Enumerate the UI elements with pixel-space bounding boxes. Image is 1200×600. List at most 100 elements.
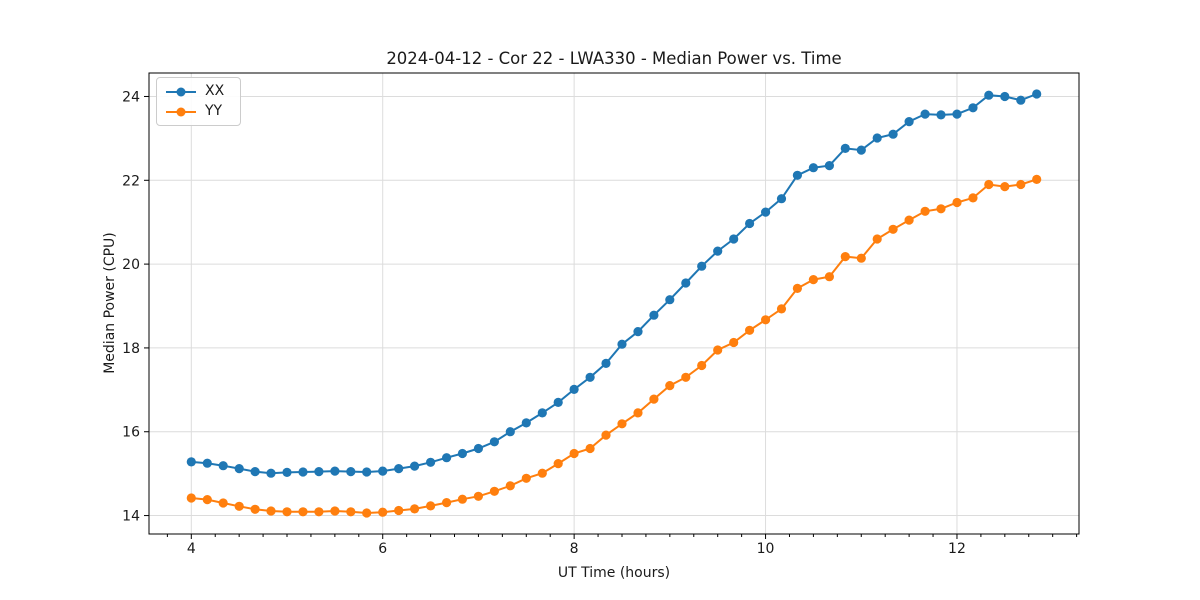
data-point-yy <box>601 430 611 440</box>
y-tick-label: 20 <box>122 257 140 273</box>
y-tick-label: 16 <box>122 425 140 441</box>
data-point-yy <box>1032 174 1042 184</box>
data-point-xx <box>1032 89 1042 99</box>
legend: XX YY <box>156 77 241 126</box>
data-point-xx <box>505 427 515 437</box>
y-tick-label: 18 <box>122 341 140 357</box>
data-point-xx <box>553 397 563 407</box>
data-point-xx <box>298 467 308 477</box>
data-point-xx <box>601 358 611 368</box>
series-line-xx <box>191 93 1038 475</box>
data-point-xx <box>697 261 707 271</box>
data-point-yy <box>840 252 850 262</box>
data-point-xx <box>186 457 196 467</box>
data-point-xx <box>665 295 675 305</box>
data-point-yy <box>745 325 755 335</box>
data-point-xx <box>856 145 866 155</box>
data-point-xx <box>234 464 244 474</box>
data-point-yy <box>776 304 787 314</box>
data-point-yy <box>346 507 356 517</box>
data-point-xx <box>713 246 723 256</box>
data-point-yy <box>729 337 739 348</box>
data-point-xx <box>442 453 452 463</box>
data-point-yy <box>856 253 866 263</box>
data-point-xx <box>840 143 850 153</box>
x-axis-label: UT Time (hours) <box>557 565 671 581</box>
data-point-yy <box>1000 182 1010 192</box>
data-point-yy <box>489 486 499 496</box>
data-point-xx <box>202 458 212 468</box>
data-point-xx <box>617 339 627 349</box>
data-point-yy <box>266 506 276 516</box>
data-point-yy <box>697 360 707 371</box>
data-point-xx <box>824 161 835 171</box>
data-point-xx <box>489 437 499 447</box>
data-point-yy <box>330 506 340 516</box>
data-point-yy <box>473 491 483 501</box>
data-point-yy <box>952 197 962 208</box>
data-point-yy <box>808 275 819 285</box>
data-point-xx <box>649 310 659 320</box>
legend-label-xx: XX <box>205 83 225 99</box>
data-point-xx <box>362 467 372 477</box>
chart-title: 2024-04-12 - Cor 22 - LWA330 - Median Po… <box>386 49 842 68</box>
plot-border <box>148 72 1080 535</box>
data-point-yy <box>202 495 212 505</box>
data-point-yy <box>617 419 627 429</box>
legend-line-marker-xx-icon <box>166 87 196 96</box>
data-point-yy <box>713 345 723 355</box>
data-point-yy <box>314 507 324 517</box>
data-point-xx <box>968 103 978 113</box>
data-point-yy <box>1016 179 1026 190</box>
data-point-yy <box>298 507 308 517</box>
data-point-xx <box>681 278 691 288</box>
data-point-yy <box>537 468 547 478</box>
data-point-xx <box>410 461 420 471</box>
data-point-xx <box>282 467 292 477</box>
data-point-yy <box>824 272 835 282</box>
data-point-xx <box>920 109 930 119</box>
x-tick-label: 8 <box>570 541 579 557</box>
data-point-xx <box>537 408 547 418</box>
y-tick-label: 24 <box>122 89 140 105</box>
data-point-xx <box>266 468 276 478</box>
y-axis-label: Median Power (CPU) <box>102 232 118 374</box>
data-point-xx <box>888 129 898 139</box>
data-point-xx <box>314 467 324 477</box>
data-point-yy <box>410 504 420 514</box>
data-point-xx <box>808 163 819 173</box>
data-point-yy <box>904 215 914 225</box>
data-point-xx <box>792 170 803 180</box>
data-point-yy <box>250 504 260 514</box>
data-point-xx <box>952 109 962 119</box>
data-point-yy <box>872 234 882 244</box>
legend-dot-yy-icon <box>176 107 186 116</box>
data-point-yy <box>442 498 452 508</box>
data-point-xx <box>936 110 946 120</box>
data-point-yy <box>681 372 691 382</box>
data-point-xx <box>330 466 340 476</box>
data-point-xx <box>585 372 595 382</box>
data-point-xx <box>473 443 483 454</box>
data-point-xx <box>521 418 531 428</box>
data-point-xx <box>250 467 260 477</box>
data-point-xx <box>378 466 388 476</box>
data-point-xx <box>904 117 914 127</box>
data-point-yy <box>936 204 946 214</box>
data-point-yy <box>394 505 404 516</box>
data-point-xx <box>457 448 467 459</box>
data-point-xx <box>761 207 771 217</box>
data-point-yy <box>792 283 803 293</box>
data-point-yy <box>761 315 771 325</box>
data-point-yy <box>218 498 228 508</box>
data-point-yy <box>585 443 595 454</box>
data-point-yy <box>282 507 292 517</box>
x-tick-label: 10 <box>757 541 775 557</box>
legend-line-marker-yy-icon <box>166 107 196 116</box>
legend-item-yy: YY <box>166 104 230 119</box>
data-point-xx <box>729 234 739 244</box>
data-point-xx <box>1000 91 1010 102</box>
legend-label-yy: YY <box>205 103 223 119</box>
data-point-yy <box>665 381 675 391</box>
